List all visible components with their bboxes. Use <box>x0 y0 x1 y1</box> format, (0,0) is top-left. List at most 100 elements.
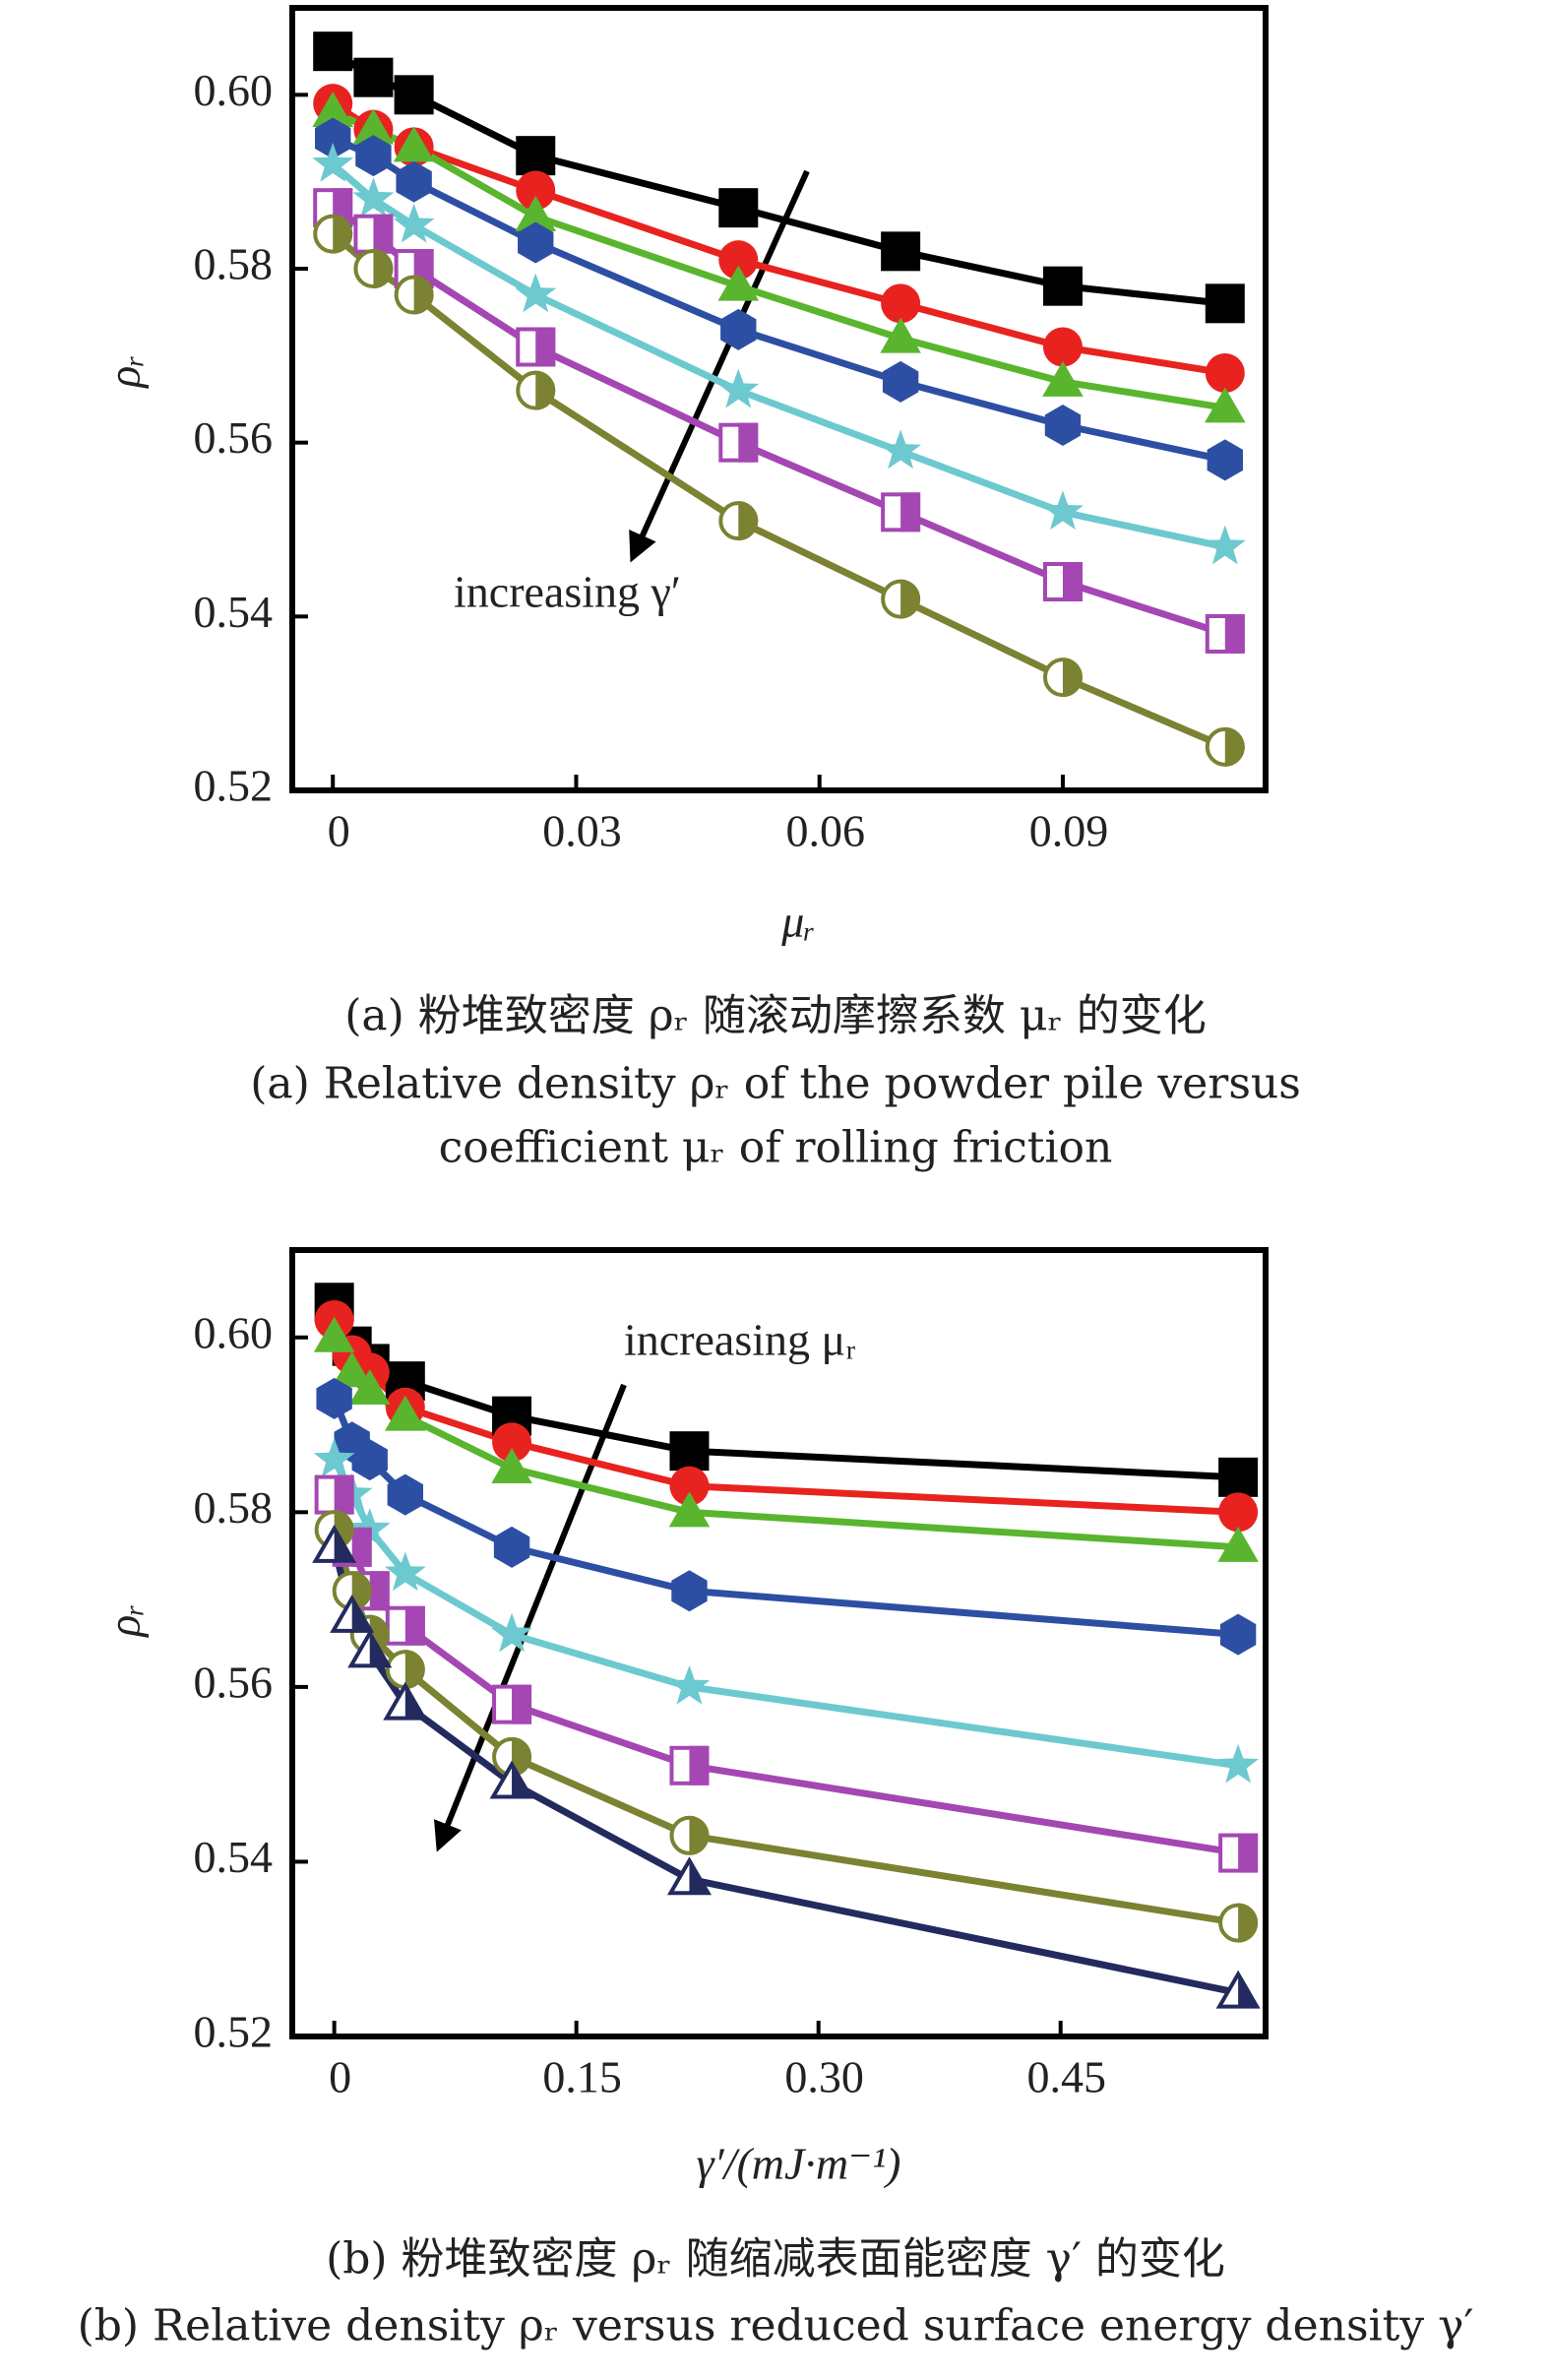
data-point <box>312 1524 357 1563</box>
x-tick-label: 0.09 <box>1029 806 1109 856</box>
marker <box>1044 405 1082 446</box>
marker <box>1218 1457 1259 1497</box>
plot-frame <box>289 1247 1269 2039</box>
marker <box>1062 562 1083 601</box>
data-point <box>330 1594 375 1633</box>
data-point <box>516 136 556 176</box>
data-point <box>666 1856 712 1896</box>
data-point <box>717 368 760 408</box>
data-point <box>313 1316 355 1352</box>
data-point <box>1218 1492 1259 1533</box>
data-point <box>312 143 354 182</box>
y-tick-label: 0.58 <box>194 1482 274 1533</box>
data-point <box>881 283 921 324</box>
data-point <box>353 214 394 254</box>
data-point <box>396 160 432 203</box>
data-point <box>718 501 759 541</box>
marker <box>493 1526 530 1568</box>
marker <box>369 1571 390 1611</box>
data-point <box>1207 439 1243 481</box>
marker <box>351 1439 388 1481</box>
marker <box>353 57 394 97</box>
marker <box>1042 360 1084 397</box>
marker <box>313 31 353 72</box>
data-point <box>518 221 554 264</box>
data-point <box>1042 562 1083 601</box>
annotation: increasing μᵣ <box>624 1315 856 1365</box>
series-line <box>331 1529 1239 1927</box>
data-point <box>348 1369 391 1406</box>
marker <box>404 1683 426 1720</box>
data-point <box>352 177 395 218</box>
data-point <box>880 429 922 470</box>
marker <box>394 75 434 115</box>
marker <box>689 1815 710 1855</box>
marker <box>373 249 394 288</box>
trend-arrow <box>434 1383 627 1852</box>
marker <box>351 1596 373 1632</box>
y-axis-label: ρᵣ <box>99 1603 150 1638</box>
data-point <box>1205 726 1245 767</box>
data-point <box>717 265 760 301</box>
data-point <box>393 126 435 162</box>
data-point <box>384 1551 426 1592</box>
marker <box>312 143 354 182</box>
marker <box>880 317 921 353</box>
data-point <box>385 1605 425 1646</box>
marker <box>1042 266 1083 306</box>
data-point <box>491 1447 532 1483</box>
data-point <box>880 317 921 353</box>
marker <box>313 1438 355 1477</box>
data-point <box>515 196 557 231</box>
marker <box>1204 525 1246 565</box>
marker <box>1042 490 1084 531</box>
marker <box>512 1736 532 1777</box>
marker <box>881 283 921 324</box>
data-point <box>668 1491 711 1528</box>
x-tick-label: 0 <box>329 2052 351 2102</box>
marker <box>689 1745 710 1785</box>
data-point <box>1042 658 1083 698</box>
marker <box>387 1473 423 1516</box>
marker <box>491 1447 532 1483</box>
data-point <box>669 1431 710 1472</box>
marker <box>385 1395 426 1431</box>
marker <box>352 177 395 218</box>
marker <box>1238 1972 1259 2008</box>
marker <box>515 196 557 231</box>
data-point <box>492 1422 532 1463</box>
marker <box>516 136 556 176</box>
data-point <box>669 1815 710 1855</box>
marker <box>1205 387 1246 423</box>
x-axis-label: γ′/(mJ·m⁻¹) <box>696 2139 900 2189</box>
marker <box>1217 1526 1259 1562</box>
marker <box>315 117 351 159</box>
data-point <box>1044 405 1082 446</box>
data-point <box>347 1629 393 1668</box>
marker <box>1224 614 1245 654</box>
marker <box>393 126 435 162</box>
data-point <box>393 203 435 243</box>
data-point <box>881 579 921 619</box>
data-point <box>1219 1613 1257 1656</box>
data-point <box>355 135 392 177</box>
data-point <box>1215 1970 1261 2009</box>
marker <box>516 170 556 211</box>
marker <box>334 1526 355 1562</box>
marker <box>717 265 760 301</box>
marker <box>1207 439 1243 481</box>
data-point <box>1218 1903 1259 1943</box>
marker <box>671 1570 708 1612</box>
marker <box>1224 726 1245 767</box>
data-point <box>312 92 353 127</box>
marker <box>384 1551 426 1592</box>
marker <box>1238 1833 1259 1873</box>
caption: (b) 粉堆致密度 ρᵣ 随缩减表面能密度 γ′ 的变化 <box>326 2234 1225 2285</box>
data-point <box>491 1612 532 1653</box>
annotation: increasing γ′ <box>454 567 681 617</box>
marker <box>535 327 556 367</box>
marker <box>1238 1903 1259 1943</box>
data-point <box>882 360 919 403</box>
data-point <box>1205 614 1245 654</box>
data-point <box>1205 283 1245 324</box>
